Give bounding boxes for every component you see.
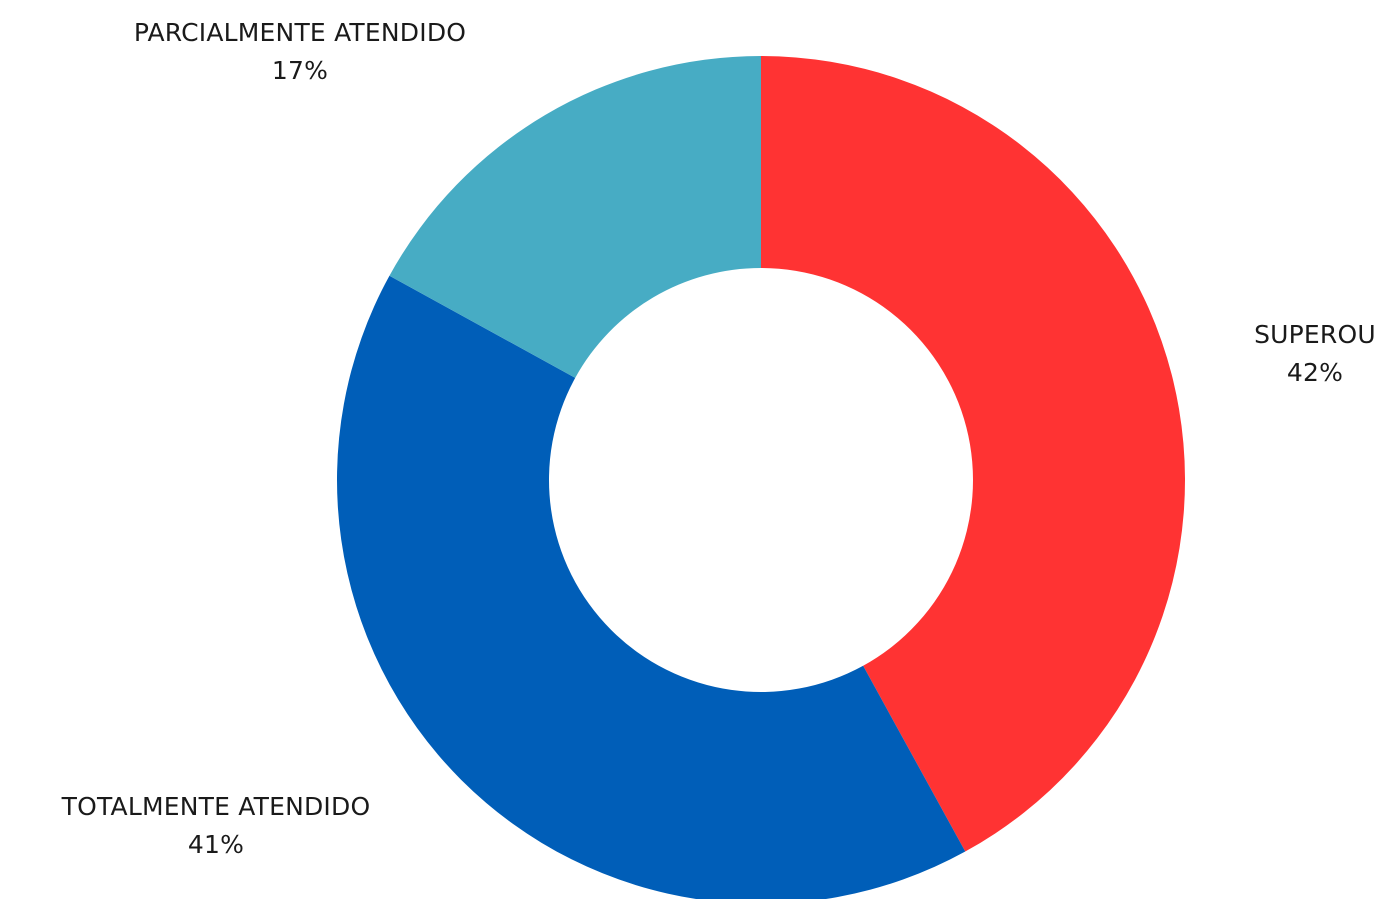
slice-category-label: TOTALMENTE ATENDIDO	[61, 792, 371, 821]
slice-value-label: 17%	[271, 56, 329, 85]
slice-label-parcialmente-atendido: PARCIALMENTE ATENDIDO 17%	[70, 14, 530, 90]
slice-value-label: 41%	[187, 830, 245, 859]
slice-category-label: PARCIALMENTE ATENDIDO	[133, 18, 467, 47]
slice-label-superou: SUPEROU 42%	[1215, 316, 1399, 392]
donut-slice-parcialmente-atendido	[389, 56, 761, 378]
slice-label-totalmente-atendido: TOTALMENTE ATENDIDO 41%	[0, 788, 432, 864]
donut-slice-superou	[761, 56, 1185, 852]
slice-value-label: 42%	[1286, 358, 1344, 387]
donut-slices	[337, 56, 1185, 899]
donut-slice-totalmente-atendido	[337, 275, 966, 899]
slice-category-label: SUPEROU	[1254, 320, 1376, 349]
